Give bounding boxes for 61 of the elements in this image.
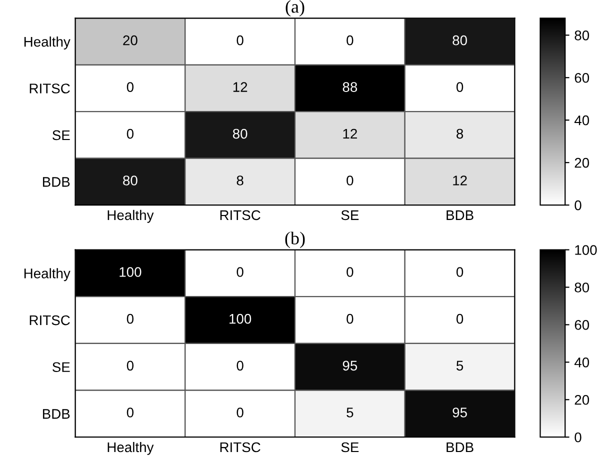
chart-title: (b) bbox=[285, 232, 305, 248]
data-label: 12 bbox=[343, 128, 357, 139]
color-bar-label: 20 bbox=[574, 158, 590, 168]
color-bar-label: 0 bbox=[574, 432, 582, 442]
data-label: 80 bbox=[232, 128, 248, 139]
y-tick-label: SE bbox=[52, 362, 70, 372]
data-label: 8 bbox=[456, 128, 464, 139]
y-tick-label: SE bbox=[52, 130, 70, 140]
data-label: 5 bbox=[456, 360, 464, 371]
data-label: 0 bbox=[346, 35, 354, 46]
x-tick-label: BDB bbox=[446, 210, 474, 220]
data-label: 0 bbox=[236, 35, 244, 46]
data-label: 8 bbox=[236, 176, 244, 186]
color-bar-label: 40 bbox=[574, 358, 590, 368]
color-bar-label: 80 bbox=[574, 30, 590, 40]
x-tick-label: BDB bbox=[446, 442, 474, 452]
data-label: 100 bbox=[120, 267, 142, 277]
data-label: 95 bbox=[342, 360, 358, 371]
color-bar-label: 20 bbox=[574, 394, 590, 405]
y-tick-label: RITSC bbox=[30, 84, 70, 94]
data-label: 5 bbox=[346, 408, 354, 418]
data-label: 0 bbox=[346, 314, 354, 324]
y-tick-label: Healthy bbox=[24, 36, 70, 50]
x-tick-label: Healthy bbox=[108, 442, 154, 455]
data-label: 0 bbox=[456, 314, 464, 324]
x-tick-label: Healthy bbox=[108, 210, 154, 223]
x-tick-label: RITSC bbox=[220, 210, 260, 220]
color-bar-label: 0 bbox=[574, 200, 582, 210]
data-label: 0 bbox=[126, 82, 134, 92]
data-label: 80 bbox=[123, 176, 138, 186]
x-tick-label: SE bbox=[341, 210, 359, 220]
chart-title: (a) bbox=[286, 0, 304, 16]
color-bar-label: 60 bbox=[574, 320, 590, 330]
y-tick-label: BDB bbox=[42, 409, 70, 419]
color-bar-label: 100 bbox=[575, 245, 597, 255]
data-label: 0 bbox=[126, 128, 134, 139]
data-label: 0 bbox=[126, 314, 134, 324]
x-tick-label: SE bbox=[341, 442, 359, 452]
data-label: 80 bbox=[452, 35, 467, 46]
color-bar-label: 80 bbox=[574, 282, 590, 292]
data-label: 0 bbox=[126, 360, 134, 371]
y-tick-label: BDB bbox=[42, 177, 70, 187]
data-label: 12 bbox=[453, 176, 467, 186]
data-label: 12 bbox=[233, 82, 248, 92]
color-bar-label: 60 bbox=[574, 72, 590, 83]
y-tick-label: Healthy bbox=[24, 268, 70, 282]
data-label: 0 bbox=[236, 408, 244, 418]
y-tick-label: RITSC bbox=[30, 315, 70, 326]
color-bar-label: 40 bbox=[574, 115, 590, 126]
data-label: 0 bbox=[456, 82, 464, 92]
data-label: 0 bbox=[236, 267, 244, 277]
data-label: 88 bbox=[342, 82, 358, 92]
x-tick-label: RITSC bbox=[220, 442, 260, 452]
data-label: 0 bbox=[456, 267, 464, 277]
data-label: 0 bbox=[346, 176, 354, 186]
data-label: 0 bbox=[236, 360, 244, 371]
data-label: 20 bbox=[123, 35, 138, 46]
data-label: 0 bbox=[346, 267, 354, 277]
data-label: 0 bbox=[126, 408, 134, 418]
data-label: 100 bbox=[230, 314, 252, 324]
data-label: 95 bbox=[452, 408, 467, 418]
